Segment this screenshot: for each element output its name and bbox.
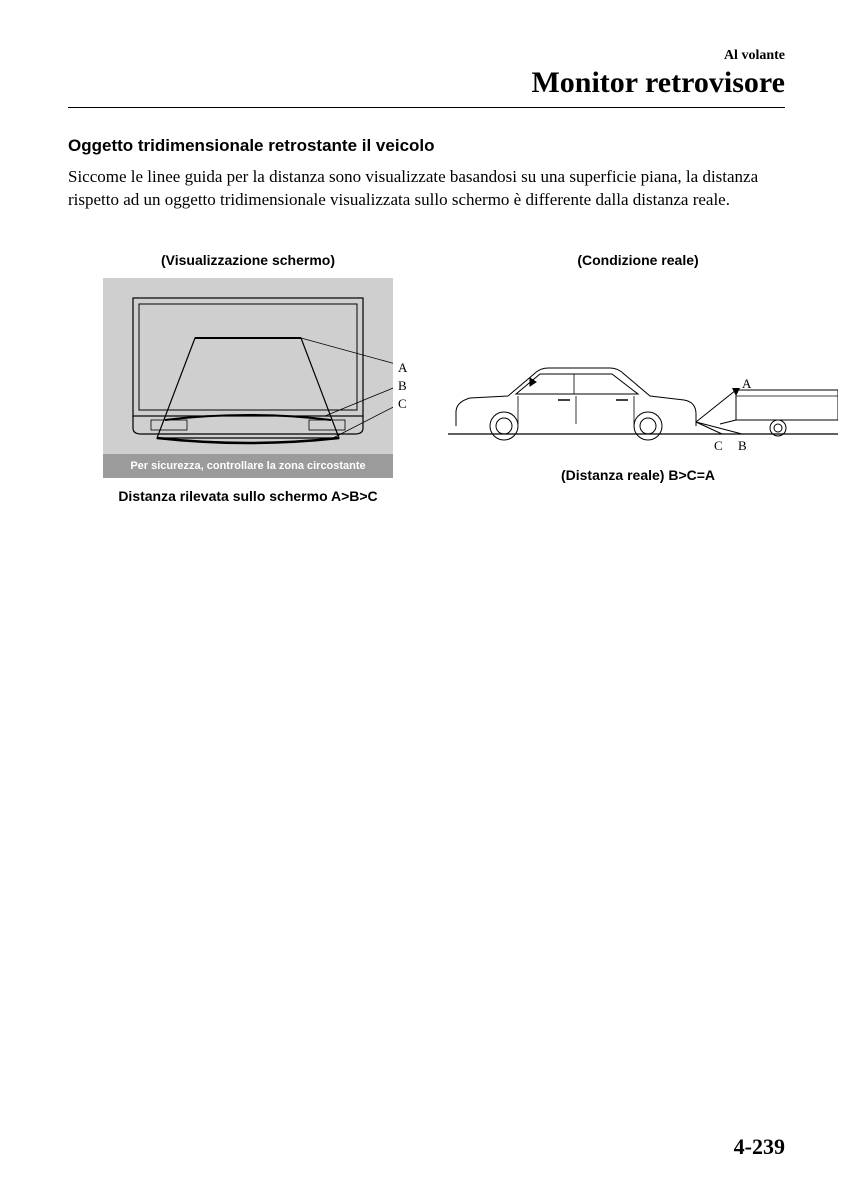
real-condition-svg: A C B xyxy=(448,338,838,458)
label-B-left: B xyxy=(398,378,407,394)
header-divider xyxy=(68,107,785,108)
figure-right: (Condizione reale) xyxy=(448,252,828,483)
label-A-right: A xyxy=(742,376,752,391)
label-C-right: C xyxy=(714,438,723,453)
screen-diagram-svg xyxy=(103,278,393,478)
figure-left-caption-bottom: Distanza rilevata sullo schermo A>B>C xyxy=(78,488,418,504)
screen-display-frame: Per sicurezza, controllare la zona circo… xyxy=(103,278,393,478)
chapter-label: Al volante xyxy=(68,48,785,64)
label-A-left: A xyxy=(398,360,407,376)
body-paragraph: Siccome le linee guida per la distanza s… xyxy=(68,166,785,212)
figure-right-caption-top: (Condizione reale) xyxy=(448,252,828,268)
figure-left-caption-top: (Visualizzazione schermo) xyxy=(78,252,418,268)
right-diagram-wrap: A C B xyxy=(448,338,828,463)
section-title: Monitor retrovisore xyxy=(68,66,785,99)
subheading: Oggetto tridimensionale retrostante il v… xyxy=(68,136,785,156)
label-C-left: C xyxy=(398,396,407,412)
page-header: Al volante Monitor retrovisore xyxy=(68,48,785,99)
safety-banner: Per sicurezza, controllare la zona circo… xyxy=(103,454,393,478)
figure-row: (Visualizzazione schermo) xyxy=(68,252,785,504)
figure-left: (Visualizzazione schermo) xyxy=(78,252,418,504)
figure-right-caption-bottom: (Distanza reale) B>C=A xyxy=(448,467,828,483)
label-B-right: B xyxy=(738,438,747,453)
page-number: 4-239 xyxy=(734,1134,785,1160)
